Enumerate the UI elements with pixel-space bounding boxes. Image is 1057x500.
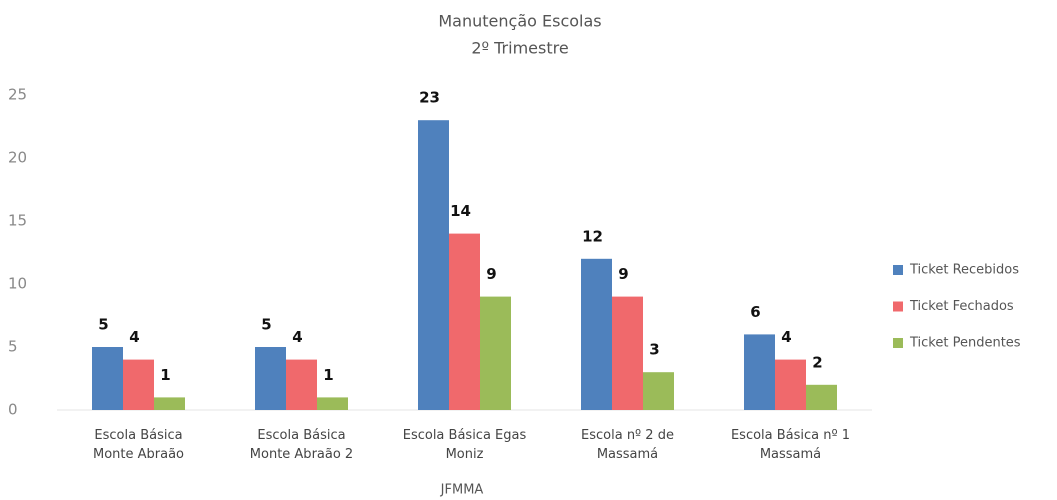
- legend-label: Ticket Pendentes: [909, 336, 1021, 351]
- legend-swatch: [893, 265, 903, 275]
- y-tick-label: 20: [8, 149, 27, 167]
- data-label: 4: [129, 328, 139, 346]
- legend-label: Ticket Fechados: [909, 299, 1014, 314]
- bar: [418, 120, 449, 410]
- x-tick-label: Escola Básica Egas Moniz: [402, 428, 527, 462]
- bar: [581, 258, 612, 410]
- data-label: 5: [261, 316, 271, 334]
- legend-swatch: [893, 338, 903, 348]
- data-label: 3: [649, 341, 659, 359]
- data-label: 12: [582, 227, 603, 245]
- bar: [612, 296, 643, 410]
- y-tick-label: 5: [8, 338, 18, 356]
- data-label: 4: [292, 328, 302, 346]
- x-tick-label: Escola nº 2 de Massamá: [581, 428, 674, 462]
- y-tick-label: 15: [8, 212, 27, 230]
- bar: [317, 397, 348, 410]
- bar: [775, 359, 806, 410]
- bar: [480, 296, 511, 410]
- chart-subtitle: 2º Trimestre: [471, 39, 568, 58]
- data-label: 23: [419, 89, 440, 107]
- bar: [449, 233, 480, 410]
- data-label: 14: [450, 202, 471, 220]
- data-label: 1: [323, 366, 333, 384]
- data-label: 9: [486, 265, 496, 283]
- legend-swatch: [893, 301, 903, 312]
- x-axis-label: JFMMA: [440, 483, 484, 498]
- data-label: 1: [160, 366, 170, 384]
- bar: [643, 372, 674, 410]
- bar: [255, 347, 286, 410]
- chart-title: Manutenção Escolas: [438, 12, 601, 31]
- data-label: 5: [98, 316, 108, 334]
- bar: [744, 334, 775, 410]
- y-tick-label: 0: [8, 401, 18, 419]
- data-label: 9: [618, 265, 628, 283]
- x-tick-label: Escola Básica Monte Abraão 2: [249, 428, 354, 462]
- data-label: 2: [812, 353, 822, 371]
- bar: [123, 359, 154, 410]
- legend-label: Ticket Recebidos: [909, 263, 1019, 278]
- y-tick-label: 10: [8, 275, 27, 293]
- data-label: 6: [750, 303, 760, 321]
- x-tick-label: Escola Básica Monte Abraão: [92, 428, 184, 462]
- data-label: 4: [781, 328, 791, 346]
- bar: [286, 359, 317, 410]
- bar: [154, 397, 185, 410]
- y-tick-label: 25: [8, 86, 27, 104]
- bar: [92, 347, 123, 410]
- bar: [806, 384, 837, 410]
- x-tick-label: Escola Básica nº 1 Massamá: [730, 428, 851, 462]
